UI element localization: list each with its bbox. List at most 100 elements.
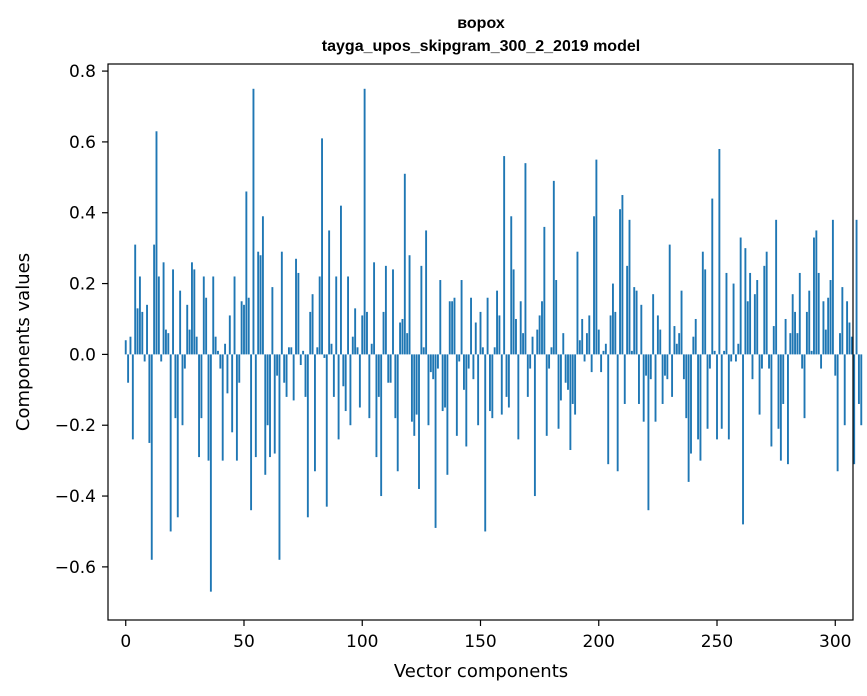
bar-209 <box>619 209 621 355</box>
bar-89 <box>335 276 338 355</box>
bar-143 <box>463 354 465 390</box>
bar-239 <box>690 354 692 454</box>
bar-141 <box>458 354 461 362</box>
bar-276 <box>777 354 780 429</box>
bar-190 <box>574 354 577 415</box>
bar-289 <box>808 290 811 355</box>
bar-246 <box>706 354 709 429</box>
bar-94 <box>347 276 349 355</box>
bar-211 <box>623 354 626 404</box>
bar-152 <box>484 354 487 532</box>
bar-167 <box>519 301 522 355</box>
bar-153 <box>486 297 489 355</box>
bar-148 <box>474 322 477 355</box>
bar-151 <box>481 347 484 355</box>
bar-95 <box>349 354 352 426</box>
bar-133 <box>439 280 442 355</box>
bar-263 <box>746 301 749 355</box>
bar-296 <box>824 329 827 355</box>
bar-233 <box>675 343 678 355</box>
bar-172 <box>531 336 534 355</box>
bar-221 <box>647 354 650 511</box>
bar-293 <box>817 272 820 355</box>
bar-50 <box>243 304 245 355</box>
bar-187 <box>567 354 569 390</box>
bar-21 <box>174 354 177 419</box>
bar-286 <box>801 354 804 369</box>
bar-8 <box>143 354 146 362</box>
x-tick-label-200: 200 <box>583 632 615 652</box>
bar-174 <box>536 329 539 355</box>
bar-49 <box>240 301 243 355</box>
bar-84 <box>323 354 326 358</box>
bar-17 <box>165 329 167 355</box>
bar-238 <box>687 354 690 482</box>
bar-57 <box>259 255 262 355</box>
bar-44 <box>228 315 231 355</box>
bar-291 <box>813 237 815 355</box>
bar-198 <box>593 216 595 355</box>
bar-244 <box>701 251 704 355</box>
bar-85 <box>325 354 328 507</box>
bar-191 <box>576 251 579 355</box>
x-tick-label-50: 50 <box>233 632 255 652</box>
bar-194 <box>583 354 586 362</box>
bar-204 <box>607 354 610 465</box>
bar-168 <box>522 333 525 355</box>
bar-207 <box>614 311 617 355</box>
bar-71 <box>292 354 295 401</box>
bar-260 <box>739 237 742 355</box>
bar-128 <box>427 354 430 426</box>
bar-97 <box>354 308 357 355</box>
bar-124 <box>418 354 420 489</box>
bar-297 <box>827 297 830 355</box>
bar-36 <box>209 354 212 592</box>
chart-subtitle: tayga_upos_skipgram_300_2_2019 model <box>322 38 640 55</box>
bar-197 <box>590 354 593 373</box>
bar-109 <box>382 311 385 355</box>
bar-63 <box>273 354 276 454</box>
bar-269 <box>761 354 763 369</box>
y-axis-label: Components values <box>13 253 34 431</box>
bar-280 <box>787 354 789 465</box>
bar-105 <box>373 262 376 355</box>
bar-243 <box>699 354 702 461</box>
bar-66 <box>280 251 283 355</box>
bar-302 <box>839 333 841 355</box>
bar-136 <box>446 354 449 475</box>
bar-216 <box>635 290 638 355</box>
bar-88 <box>332 354 335 397</box>
bar-117 <box>401 318 404 355</box>
bar-179 <box>548 354 551 369</box>
bar-16 <box>162 262 165 355</box>
bar-111 <box>387 354 390 383</box>
bar-228 <box>664 354 666 376</box>
bar-273 <box>770 354 773 447</box>
bar-0 <box>124 340 127 355</box>
bar-175 <box>538 315 541 355</box>
bar-55 <box>254 354 257 458</box>
bar-24 <box>181 354 184 426</box>
bar-231 <box>671 354 674 397</box>
bar-137 <box>448 301 451 355</box>
bar-192 <box>578 340 581 355</box>
bar-253 <box>723 350 726 355</box>
bar-212 <box>626 265 629 355</box>
bar-193 <box>581 318 584 355</box>
bar-275 <box>775 219 778 355</box>
bar-47 <box>235 354 238 461</box>
bar-92 <box>342 354 345 387</box>
bar-217 <box>638 354 640 404</box>
bar-53 <box>250 354 253 511</box>
bar-162 <box>507 354 510 408</box>
bar-31 <box>198 354 200 458</box>
bar-230 <box>668 244 671 355</box>
bar-254 <box>725 272 728 355</box>
bar-147 <box>472 354 475 380</box>
bar-6 <box>138 276 141 355</box>
bar-106 <box>375 354 378 458</box>
bar-188 <box>569 354 572 451</box>
bar-115 <box>396 354 399 472</box>
bar-165 <box>515 318 517 355</box>
y-tick-label-1: −0.4 <box>55 487 96 507</box>
